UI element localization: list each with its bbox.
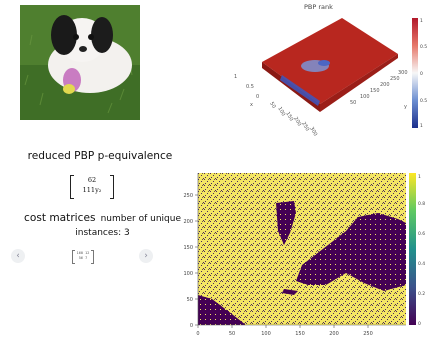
heat-y-tick-150: 150 xyxy=(183,245,193,251)
heat-y-tick-100: 100 xyxy=(183,271,193,277)
y-tick-6: 300 xyxy=(398,70,408,76)
cb2-tick-0: 0 xyxy=(418,321,421,327)
heat-x-tick-100: 100 xyxy=(261,331,271,337)
chevron-left-icon: ‹ xyxy=(16,251,20,261)
cb3d-tick-4: 0.5 xyxy=(420,98,427,104)
cost-title: cost matrices xyxy=(24,212,96,224)
chevron-right-icon: › xyxy=(144,251,148,261)
heat-x-tick-0: 0 xyxy=(196,331,199,337)
small-matrix-row-2: 56 7 xyxy=(78,256,88,260)
y-tick-1: 50 xyxy=(350,100,356,106)
matrix-left-bracket xyxy=(70,175,74,199)
cost-matrices-header: cost matrices number of unique instances… xyxy=(0,209,205,240)
small-matrix-row-1: 160 12 xyxy=(76,251,90,255)
matrix-row-1: 62 xyxy=(87,176,97,184)
carousel-next-button[interactable]: › xyxy=(139,249,153,263)
heat-y-tick-0: 0 xyxy=(190,323,193,329)
y-tick-2: 100 xyxy=(360,94,370,100)
z-tick-3: 0 xyxy=(256,94,259,100)
y-axis-label: y xyxy=(404,104,407,110)
cb3d-tick-2: 0.5 xyxy=(420,44,427,50)
cb2-tick-06: 0.6 xyxy=(418,231,425,237)
heat-x-tick-50: 50 xyxy=(229,331,235,337)
x-tick-1: 50 xyxy=(268,101,276,110)
cost-instances: instances: 3 xyxy=(75,228,130,238)
heat-y-tick-200: 200 xyxy=(183,219,193,225)
cb2-tick-1: 1 xyxy=(418,174,421,180)
heat-x-tick-200: 200 xyxy=(329,331,339,337)
cb3d-tick-1: 1 xyxy=(420,18,423,24)
heatmap-colorbar: 0 0.2 0.4 0.6 0.8 1 xyxy=(408,173,429,328)
pbp-heatmap[interactable] xyxy=(198,173,406,325)
y-tick-4: 200 xyxy=(380,82,390,88)
plot3d-title: PBP rank xyxy=(304,3,333,11)
heat-y-tick-250: 250 xyxy=(183,193,193,199)
puppy-photo xyxy=(20,5,140,120)
heatmap-axes: 0 50 100 150 200 250 0 50 100 150 200 25… xyxy=(183,173,406,337)
y-tick-3: 150 xyxy=(370,88,380,94)
equivalence-title-text: reduced PBP p-equivalence xyxy=(27,150,173,162)
heat-x-tick-150: 150 xyxy=(295,331,305,337)
heat-y-tick-50: 50 xyxy=(187,297,193,303)
cost-matrix-preview: 160 12 56 7 xyxy=(72,250,94,264)
x-tick-4: 200 xyxy=(292,116,302,127)
cb3d-tick-3: 0 xyxy=(420,71,423,77)
carousel-prev-button[interactable]: ‹ xyxy=(11,249,25,263)
plot3d-colorbar: 1 0.5 0 0.5 1 xyxy=(412,18,429,129)
cost-subtitle: number of unique xyxy=(100,214,181,224)
x-axis-label: x xyxy=(250,102,253,108)
pbp-rank-3d-plot[interactable]: PBP rank 1 0.5 0 50 100 150 200 250 300 … xyxy=(222,0,412,140)
x-tick-2: 100 xyxy=(276,106,286,117)
heat-x-tick-250: 250 xyxy=(363,331,373,337)
cb2-tick-08: 0.8 xyxy=(418,201,425,207)
small-matrix-right-bracket xyxy=(91,250,94,264)
cb2-tick-02: 0.2 xyxy=(418,291,425,297)
matrix-right-bracket xyxy=(110,175,114,199)
x-tick-3: 150 xyxy=(284,111,294,122)
x-tick-6: 300 xyxy=(308,126,318,137)
y-tick-5: 250 xyxy=(390,76,400,82)
cb3d-tick-5: 1 xyxy=(420,123,423,128)
z-tick-1: 1 xyxy=(234,74,237,80)
x-tick-5: 250 xyxy=(300,121,310,132)
cb2-tick-04: 0.4 xyxy=(418,261,425,267)
small-matrix-left-bracket xyxy=(72,250,75,264)
matrix-row-2: 111y₂ xyxy=(82,186,102,194)
z-tick-2: 0.5 xyxy=(246,84,254,90)
equivalence-matrix: 62 111y₂ xyxy=(70,175,114,199)
